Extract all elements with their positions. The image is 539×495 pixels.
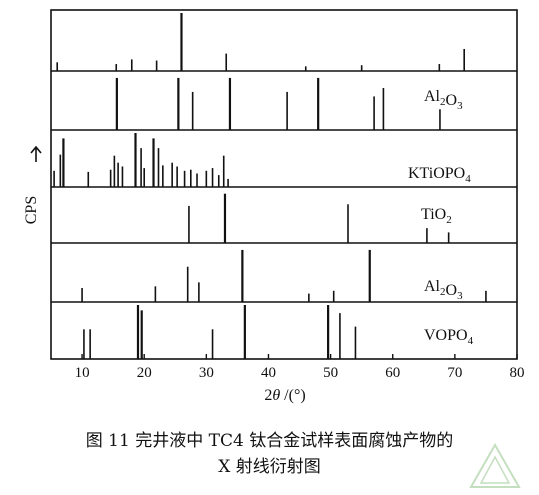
panel-label: VOPO4: [424, 327, 474, 347]
panel-label: Al2O3: [424, 88, 463, 112]
y-axis-arrow-icon: [30, 145, 42, 162]
x-tick-label: 80: [510, 365, 525, 381]
panel-label: KTiOPO4: [408, 165, 471, 185]
y-axis-label: CPS: [23, 196, 40, 224]
watermark-logo-icon: [469, 443, 521, 488]
x-tick-label: 60: [385, 365, 400, 381]
panel-3: KTiOPO4: [51, 133, 517, 188]
panel-1: [51, 13, 517, 72]
x-tick-label: 50: [323, 365, 338, 381]
x-tick-label: 30: [199, 365, 214, 381]
plot-frame: [50, 9, 518, 360]
x-tick-label: 10: [75, 365, 90, 381]
figure-caption-line-2: X 射线衍射图: [218, 457, 321, 477]
x-tick-label: 40: [261, 365, 276, 381]
x-axis-label-theta: θ: [272, 387, 280, 404]
xrd-figure: Al2O3 KTiOPO4 TiO2 Al2O3 VOPO4 10 20 30 40 50 60 7…: [23, 9, 525, 404]
panels: Al2O3 KTiOPO4 TiO2 Al2O3 VOPO4: [51, 13, 517, 359]
x-tick-label: 20: [137, 365, 152, 381]
panel-4: TiO2: [51, 193, 517, 244]
x-axis: 10 20 30 40 50 60 70 80: [75, 354, 525, 381]
x-axis-label-suffix: /(°): [280, 387, 306, 404]
panel-5: Al2O3: [51, 249, 517, 303]
x-tick-label: 70: [447, 365, 462, 381]
panel-6: VOPO4: [83, 305, 474, 359]
panel-2: Al2O3: [51, 77, 517, 131]
x-axis-label: 2θ /(°): [264, 387, 305, 404]
y-axis: CPS: [23, 145, 42, 224]
panel-label: TiO2: [421, 206, 452, 226]
figure-caption-line-1: 图 11 完井液中 TC4 钛合金试样表面腐蚀产物的: [85, 431, 454, 451]
x-axis-label-prefix: 2: [264, 387, 272, 404]
panel-label: Al2O3: [424, 278, 463, 302]
